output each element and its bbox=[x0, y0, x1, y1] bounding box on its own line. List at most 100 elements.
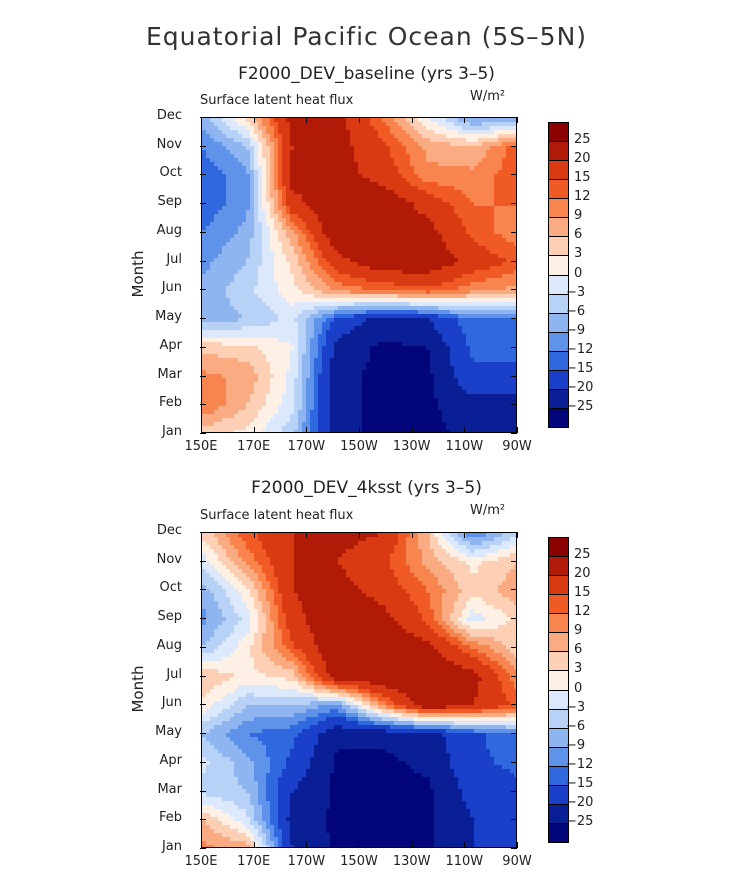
heatmap-cell bbox=[486, 318, 491, 323]
heatmap-cell bbox=[494, 234, 499, 239]
heatmap-cell bbox=[218, 194, 223, 199]
heatmap-cell bbox=[366, 346, 371, 351]
heatmap-cell bbox=[382, 226, 387, 231]
heatmap-cell bbox=[374, 230, 379, 235]
heatmap-cell bbox=[266, 182, 271, 187]
heatmap-cell bbox=[446, 318, 451, 323]
heatmap-cell bbox=[402, 146, 407, 151]
heatmap-cell bbox=[262, 262, 267, 267]
heatmap-cell bbox=[346, 158, 351, 163]
heatmap-cell bbox=[290, 222, 295, 227]
heatmap-cell bbox=[390, 262, 395, 267]
heatmap-cell bbox=[450, 294, 455, 299]
heatmap-cell bbox=[270, 190, 275, 195]
heatmap-cell bbox=[406, 194, 411, 199]
heatmap-cell bbox=[318, 342, 323, 347]
heatmap-cell bbox=[474, 222, 479, 227]
heatmap-cell bbox=[330, 310, 335, 315]
heatmap-cell bbox=[434, 166, 439, 171]
heatmap-cell bbox=[342, 134, 347, 139]
heatmap-cell bbox=[486, 150, 491, 155]
heatmap-cell bbox=[390, 202, 395, 207]
heatmap-cell bbox=[398, 350, 403, 355]
heatmap-cell bbox=[294, 122, 299, 127]
heatmap-cell bbox=[438, 138, 443, 143]
heatmap-cell bbox=[418, 326, 423, 331]
heatmap-cell bbox=[406, 238, 411, 243]
heatmap-cell bbox=[366, 294, 371, 299]
heatmap-cell bbox=[342, 186, 347, 191]
heatmap-cell bbox=[322, 174, 327, 179]
heatmap-cell bbox=[298, 366, 303, 371]
heatmap-cell bbox=[430, 350, 435, 355]
heatmap-cell bbox=[490, 362, 495, 367]
heatmap-cell bbox=[410, 122, 415, 127]
heatmap-cell bbox=[462, 130, 467, 135]
heatmap-cell bbox=[286, 262, 291, 267]
heatmap-cell bbox=[494, 166, 499, 171]
heatmap-cell bbox=[402, 358, 407, 363]
heatmap-cell bbox=[394, 122, 399, 127]
heatmap-cell bbox=[458, 290, 463, 295]
heatmap-cell bbox=[450, 214, 455, 219]
heatmap-cell bbox=[434, 274, 439, 279]
heatmap-cell bbox=[462, 234, 467, 239]
heatmap-cell bbox=[506, 270, 511, 275]
heatmap-cell bbox=[354, 226, 359, 231]
heatmap-cell bbox=[302, 318, 307, 323]
heatmap-cell bbox=[390, 238, 395, 243]
heatmap-cell bbox=[282, 126, 287, 131]
heatmap-cell bbox=[414, 278, 419, 283]
heatmap-cell bbox=[274, 134, 279, 139]
heatmap-cell bbox=[318, 170, 323, 175]
heatmap-cell bbox=[394, 314, 399, 319]
heatmap-cell bbox=[358, 270, 363, 275]
heatmap-cell bbox=[330, 170, 335, 175]
heatmap-cell bbox=[282, 202, 287, 207]
heatmap-cell bbox=[330, 294, 335, 299]
heatmap-cell bbox=[254, 158, 259, 163]
heatmap-cell bbox=[478, 262, 483, 267]
heatmap-cell bbox=[510, 362, 515, 367]
heatmap-cell bbox=[470, 246, 475, 251]
heatmap-cell bbox=[226, 226, 231, 231]
heatmap-cell bbox=[226, 306, 231, 311]
heatmap-cell bbox=[438, 154, 443, 159]
heatmap-cell bbox=[314, 358, 319, 363]
heatmap-cell bbox=[342, 366, 347, 371]
heatmap-cell bbox=[466, 154, 471, 159]
heatmap-cell bbox=[406, 166, 411, 171]
heatmap-cell bbox=[422, 242, 427, 247]
heatmap-cell bbox=[514, 126, 516, 131]
heatmap-cell bbox=[434, 254, 439, 259]
heatmap-cell bbox=[226, 354, 231, 359]
heatmap-cell bbox=[482, 130, 487, 135]
heatmap-cell bbox=[386, 162, 391, 167]
heatmap-cell bbox=[250, 362, 255, 367]
heatmap-cell bbox=[234, 326, 239, 331]
heatmap-cell bbox=[362, 294, 367, 299]
heatmap-cell bbox=[394, 278, 399, 283]
heatmap-cell bbox=[406, 214, 411, 219]
heatmap-cell bbox=[246, 318, 251, 323]
heatmap-cell bbox=[326, 138, 331, 143]
heatmap-cell bbox=[254, 326, 259, 331]
heatmap-cell bbox=[442, 118, 447, 123]
heatmap-cell bbox=[446, 222, 451, 227]
heatmap-cell bbox=[458, 134, 463, 139]
heatmap-cell bbox=[314, 178, 319, 183]
heatmap-cell bbox=[378, 166, 383, 171]
heatmap-cell bbox=[346, 218, 351, 223]
heatmap-cell bbox=[494, 142, 499, 147]
heatmap-cell bbox=[342, 330, 347, 335]
heatmap-cell bbox=[486, 178, 491, 183]
heatmap-cell bbox=[438, 350, 443, 355]
heatmap-cell bbox=[458, 358, 463, 363]
heatmap-cell bbox=[510, 158, 515, 163]
heatmap-cell bbox=[386, 266, 391, 271]
heatmap-cell bbox=[362, 234, 367, 239]
heatmap-cell bbox=[282, 122, 287, 127]
heatmap-cell bbox=[498, 366, 503, 371]
heatmap-cell bbox=[346, 258, 351, 263]
heatmap-cell bbox=[222, 370, 227, 375]
